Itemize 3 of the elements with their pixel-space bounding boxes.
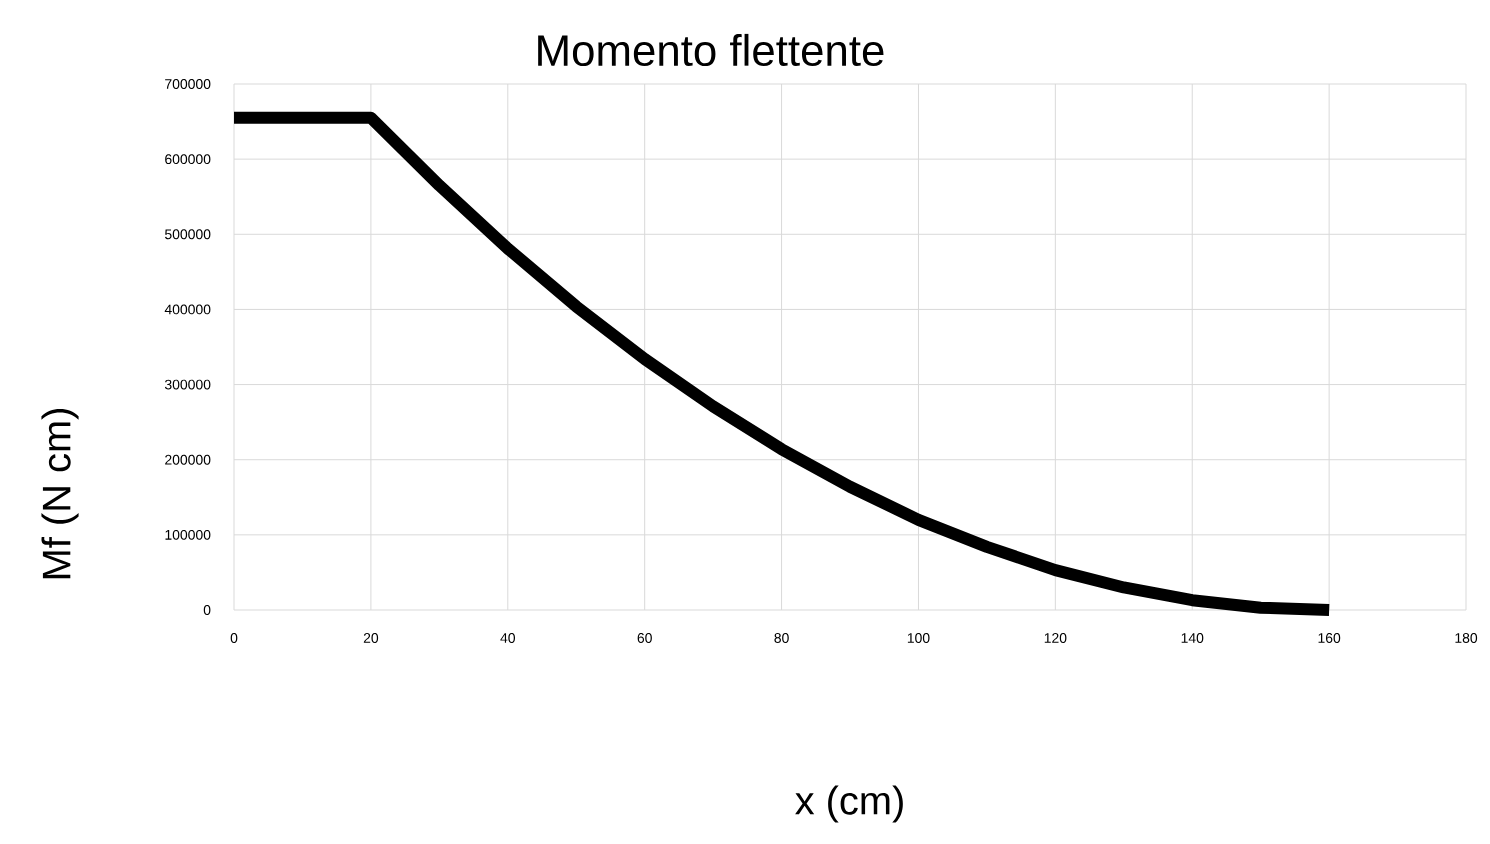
chart-title: Momento flettente <box>538 33 884 67</box>
x-axis-title: x (cm) <box>795 785 903 823</box>
y-axis-title: Mf (N cm) <box>41 409 79 579</box>
